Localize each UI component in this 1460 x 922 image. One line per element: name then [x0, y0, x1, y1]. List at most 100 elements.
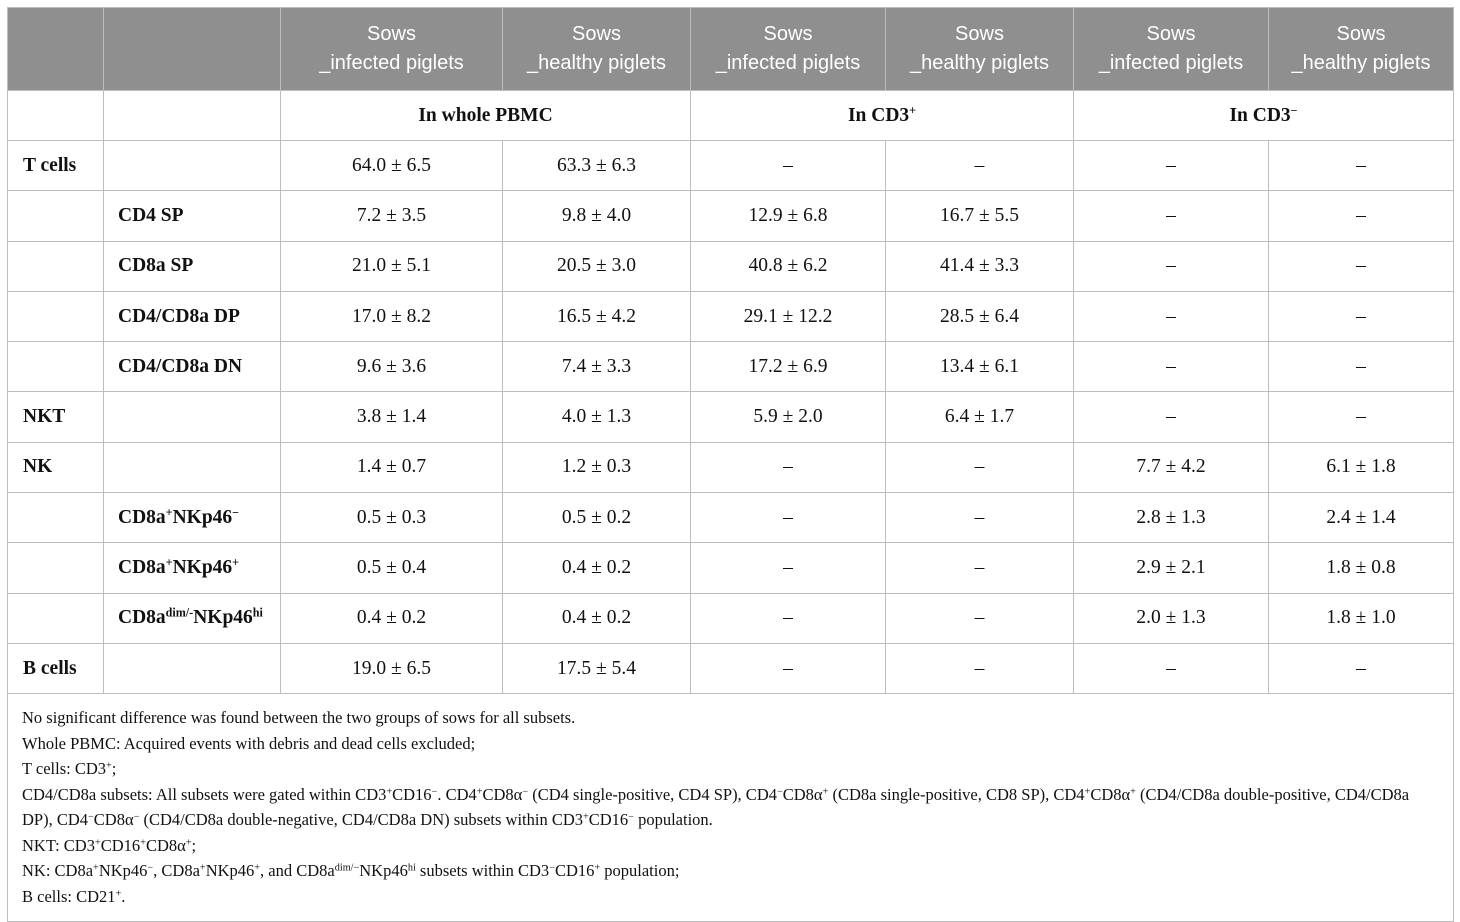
row-label: [7, 341, 104, 393]
table-row: CD8a SP 21.0 ± 5.1 20.5 ± 3.0 40.8 ± 6.2 41.…: [7, 240, 1454, 292]
table-cell: 6.1 ± 1.8: [1268, 441, 1454, 494]
table-cell: 17.5 ± 5.4: [502, 642, 691, 695]
row-sublabel: CD4/CD8a DP: [103, 290, 281, 343]
table-cell: –: [690, 642, 886, 695]
table-cell: –: [885, 441, 1074, 494]
table-row: CD4/CD8a DP 17.0 ± 8.2 16.5 ± 4.2 29.1 ± 12…: [7, 290, 1454, 343]
table-cell: –: [1268, 642, 1454, 695]
data-table: Sows _infected piglets Sows _healthy pigle…: [7, 7, 1454, 922]
group-cd3-negative: In CD3−: [1073, 90, 1454, 141]
header-blank-1: [7, 7, 104, 91]
table-cell: 1.8 ± 1.0: [1268, 592, 1454, 644]
row-sublabel: CD8a+NKp46−: [103, 492, 281, 544]
row-label: NK: [7, 441, 104, 494]
row-sublabel: [103, 139, 281, 192]
table-row: CD4/CD8a DN 9.6 ± 3.6 7.4 ± 3.3 17.2 ± 6.9 1…: [7, 341, 1454, 393]
table-cell: –: [1268, 341, 1454, 393]
row-label: [7, 190, 104, 242]
table-cell: –: [1073, 341, 1269, 393]
table-cell: 17.2 ± 6.9: [690, 341, 886, 393]
table-cell: –: [690, 492, 886, 544]
table-cell: –: [690, 542, 886, 594]
footnote-6: NK: CD8a+NKp46−, CD8a+NKp46+, and CD8adi…: [22, 861, 680, 881]
table-cell: –: [885, 542, 1074, 594]
table-cell: 9.6 ± 3.6: [280, 341, 503, 393]
row-label: [7, 240, 104, 292]
row-sublabel: CD4 SP: [103, 190, 281, 242]
table-cell: –: [690, 441, 886, 494]
table-cell: –: [885, 592, 1074, 644]
table-container: Sows _infected piglets Sows _healthy pigle…: [7, 7, 1454, 922]
table-cell: –: [1073, 240, 1269, 292]
footnote-3: T cells: CD3+;: [22, 759, 117, 779]
table-row: CD8a+NKp46+ 0.5 ± 0.4 0.4 ± 0.2– –2.9 ± 2.1…: [7, 542, 1454, 594]
group-blank-2: [103, 90, 281, 141]
table-cell: 0.4 ± 0.2: [280, 592, 503, 644]
table-cell: 2.8 ± 1.3: [1073, 492, 1269, 544]
table-cell: 41.4 ± 3.3: [885, 240, 1074, 292]
table-cell: 0.4 ± 0.2: [502, 542, 691, 594]
header-col-2: Sows _healthy piglets: [502, 7, 691, 91]
row-sublabel: CD8a+NKp46+: [103, 542, 281, 594]
table-cell: 9.8 ± 4.0: [502, 190, 691, 242]
row-label: NKT: [7, 391, 104, 443]
table-cell: –: [1073, 190, 1269, 242]
table-cell: 1.8 ± 0.8: [1268, 542, 1454, 594]
table-cell: 12.9 ± 6.8: [690, 190, 886, 242]
table-cell: 0.5 ± 0.3: [280, 492, 503, 544]
table-cell: 20.5 ± 3.0: [502, 240, 691, 292]
header-col-6: Sows _healthy piglets: [1268, 7, 1454, 91]
table-cell: –: [885, 642, 1074, 695]
footnote-1: No significant difference was found betw…: [22, 708, 576, 728]
table-cell: –: [690, 139, 886, 192]
table-cell: 2.0 ± 1.3: [1073, 592, 1269, 644]
table-row: CD4 SP 7.2 ± 3.5 9.8 ± 4.0 12.9 ± 6.8 16.7 ±…: [7, 190, 1454, 242]
table-cell: 0.5 ± 0.2: [502, 492, 691, 544]
row-sublabel: CD8a SP: [103, 240, 281, 292]
row-sublabel: [103, 441, 281, 494]
row-label: [7, 592, 104, 644]
row-label: T cells: [7, 139, 104, 192]
table-cell: 4.0 ± 1.3: [502, 391, 691, 443]
table-cell: –: [885, 139, 1074, 192]
table-cell: 5.9 ± 2.0: [690, 391, 886, 443]
row-label: B cells: [7, 642, 104, 695]
header-col-4: Sows _healthy piglets: [885, 7, 1074, 91]
table-cell: –: [690, 592, 886, 644]
table-cell: 1.4 ± 0.7: [280, 441, 503, 494]
table-cell: –: [1268, 290, 1454, 343]
row-sublabel: CD8adim/-NKp46hi: [103, 592, 281, 644]
table-cell: –: [1073, 290, 1269, 343]
table-cell: –: [1268, 391, 1454, 443]
row-label: [7, 542, 104, 594]
table-cell: 28.5 ± 6.4: [885, 290, 1074, 343]
group-cd3-positive: In CD3+: [690, 90, 1074, 141]
table-cell: 29.1 ± 12.2: [690, 290, 886, 343]
table-cell: –: [1073, 391, 1269, 443]
footnote-2: Whole PBMC: Acquired events with debris …: [22, 733, 476, 753]
table-cell: –: [1073, 139, 1269, 192]
table-cell: 21.0 ± 5.1: [280, 240, 503, 292]
row-sublabel: CD4/CD8a DN: [103, 341, 281, 393]
table-cell: 19.0 ± 6.5: [280, 642, 503, 695]
footnote-4: CD4/CD8a subsets: All subsets were gated…: [22, 784, 1410, 830]
group-row: In whole PBMC In CD3+ In CD3−: [7, 90, 1454, 141]
table-cell: 16.7 ± 5.5: [885, 190, 1074, 242]
group-blank-1: [7, 90, 104, 141]
table-cell: 3.8 ± 1.4: [280, 391, 503, 443]
footnote-7: B cells: CD21+.: [22, 886, 126, 906]
header-col-3: Sows _infected piglets: [690, 7, 886, 91]
table-cell: 17.0 ± 8.2: [280, 290, 503, 343]
header-row: Sows _infected piglets Sows _healthy pigle…: [7, 7, 1454, 91]
header-col-1: Sows _infected piglets: [280, 7, 503, 91]
table-cell: 1.2 ± 0.3: [502, 441, 691, 494]
table-cell: –: [1268, 240, 1454, 292]
table-cell: 13.4 ± 6.1: [885, 341, 1074, 393]
table-cell: 0.4 ± 0.2: [502, 592, 691, 644]
table-row: T cells 64.0 ± 6.5 63.3 ± 6.3– – – –: [7, 139, 1454, 192]
table-cell: 7.2 ± 3.5: [280, 190, 503, 242]
header-col-5: Sows _infected piglets: [1073, 7, 1269, 91]
row-label: [7, 492, 104, 544]
table-cell: –: [1268, 190, 1454, 242]
table-cell: 2.4 ± 1.4: [1268, 492, 1454, 544]
